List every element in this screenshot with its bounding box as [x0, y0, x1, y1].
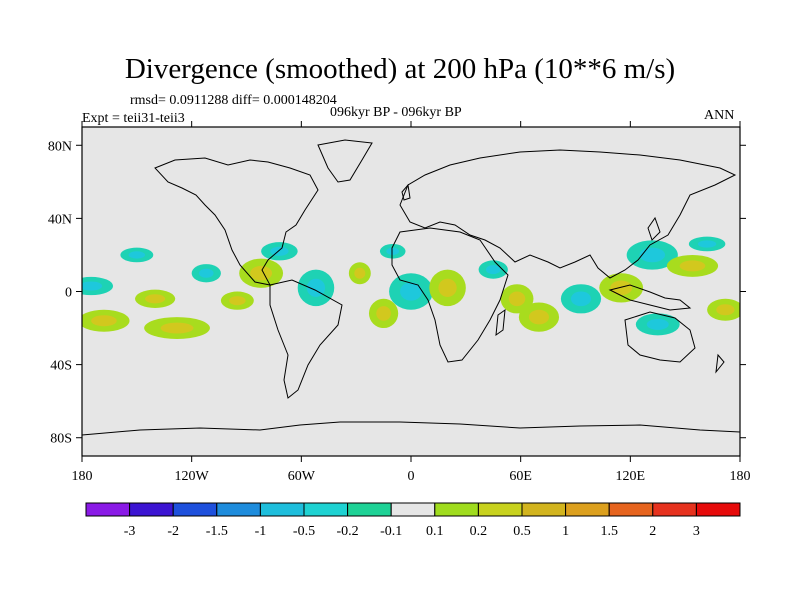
- colorbar-swatch: [303, 502, 349, 517]
- season-label: ANN: [704, 108, 735, 123]
- coast-madagascar: [495, 308, 506, 337]
- coast-north-america: [154, 157, 319, 286]
- lat-label: 40N: [48, 212, 72, 227]
- colorbar-swatch: [434, 502, 479, 517]
- field-core-neg: [639, 247, 666, 263]
- coast-uk: [401, 183, 411, 201]
- field-core-neg: [697, 240, 717, 248]
- lon-label: 60W: [288, 469, 316, 484]
- field-core-pos: [610, 280, 633, 296]
- field-core-pos: [145, 294, 166, 304]
- lon-label: 120W: [175, 469, 210, 484]
- colorbar-swatch: [216, 502, 261, 517]
- field-core-neg: [128, 251, 146, 259]
- experiment-label: Expt = teii31-teii3: [82, 111, 185, 126]
- field-core-pos: [229, 296, 246, 306]
- colorbar-label: 1.5: [600, 524, 618, 539]
- lon-label: 180: [730, 469, 751, 484]
- coast-south-america: [269, 279, 343, 399]
- colorbar-swatch: [652, 502, 697, 517]
- colorbar-label: 0.2: [470, 524, 488, 539]
- coast-new-zealand: [715, 353, 725, 374]
- field-core-pos: [376, 306, 391, 321]
- colorbar-swatch: [695, 502, 741, 517]
- field-core-neg: [270, 246, 289, 256]
- field-core-pos: [716, 304, 735, 316]
- lat-label: 80N: [48, 139, 72, 154]
- colorbar-swatch: [608, 502, 654, 517]
- field-core-neg: [485, 264, 501, 275]
- coast-greenland: [317, 139, 373, 183]
- coast-indonesia: [608, 284, 692, 311]
- colorbar-swatch: [259, 502, 305, 517]
- coast-eurasia: [399, 149, 737, 279]
- period-label: 096kyr BP - 096kyr BP: [330, 105, 462, 120]
- field-core-pos: [250, 265, 273, 281]
- colorbar-label: -1: [255, 524, 267, 539]
- lon-label: 0: [408, 469, 415, 484]
- lon-label: 60E: [509, 469, 532, 484]
- colorbar-swatch: [172, 502, 218, 517]
- colorbar-swatch: [347, 502, 392, 517]
- field-core-neg: [400, 282, 422, 301]
- colorbar-swatch: [390, 502, 436, 517]
- colorbar-swatch: [521, 502, 567, 517]
- colorbar-label: 1: [562, 524, 569, 539]
- colorbar-swatch: [129, 502, 174, 517]
- map-axes: 80N 40N 0 40S 80S 180 120W 60W 0 60E 120E 180: [48, 121, 751, 484]
- field-core-pos: [91, 315, 117, 327]
- colorbar-label: -0.2: [337, 524, 359, 539]
- colorbar-label: 3: [693, 524, 700, 539]
- rmsd-diff-stats: rmsd= 0.0911288 diff= 0.000148204: [130, 93, 337, 108]
- lat-label: 0: [65, 286, 72, 301]
- field-core-neg: [570, 291, 592, 307]
- field-core-pos: [679, 260, 706, 272]
- coast-japan: [647, 216, 661, 241]
- colorbar-label: 0.1: [426, 524, 444, 539]
- colorbar: -3 -2 -1.5 -1 -0.5 -0.2 -0.1 0.1 0.2 0.5 1 1.5 2 3: [85, 502, 741, 539]
- colorbar-label: -1.5: [206, 524, 228, 539]
- field-core-pos: [160, 322, 194, 334]
- coast-africa: [391, 227, 509, 363]
- colorbar-swatch: [565, 502, 610, 517]
- colorbar-label: -0.5: [293, 524, 315, 539]
- colorbar-label: -2: [167, 524, 179, 539]
- colorbar-swatch: [85, 502, 131, 517]
- field-core-neg: [82, 281, 103, 291]
- colorbar-label: -0.1: [380, 524, 402, 539]
- lon-label: 180: [72, 469, 93, 484]
- map-title: Divergence (smoothed) at 200 hPa (10**6 …: [124, 53, 676, 85]
- field-core-neg: [198, 268, 214, 278]
- divergence-field: [82, 236, 740, 340]
- coast-australia: [624, 311, 696, 363]
- field-core-neg: [646, 318, 669, 330]
- lat-label: 40S: [50, 359, 72, 374]
- field-core-neg: [386, 247, 400, 255]
- field-core-pos: [438, 278, 457, 297]
- field-core-neg: [306, 278, 326, 297]
- coast-antarctica: [82, 421, 740, 436]
- field-core-pos: [354, 267, 366, 279]
- lon-label: 120E: [616, 469, 646, 484]
- lat-label: 80S: [50, 432, 72, 447]
- colorbar-swatch: [477, 502, 523, 517]
- field-core-pos: [528, 309, 549, 325]
- coastlines: [82, 139, 740, 436]
- colorbar-label: -3: [124, 524, 136, 539]
- field-core-pos: [508, 291, 526, 307]
- colorbar-label: 0.5: [513, 524, 531, 539]
- colorbar-label: 2: [649, 524, 656, 539]
